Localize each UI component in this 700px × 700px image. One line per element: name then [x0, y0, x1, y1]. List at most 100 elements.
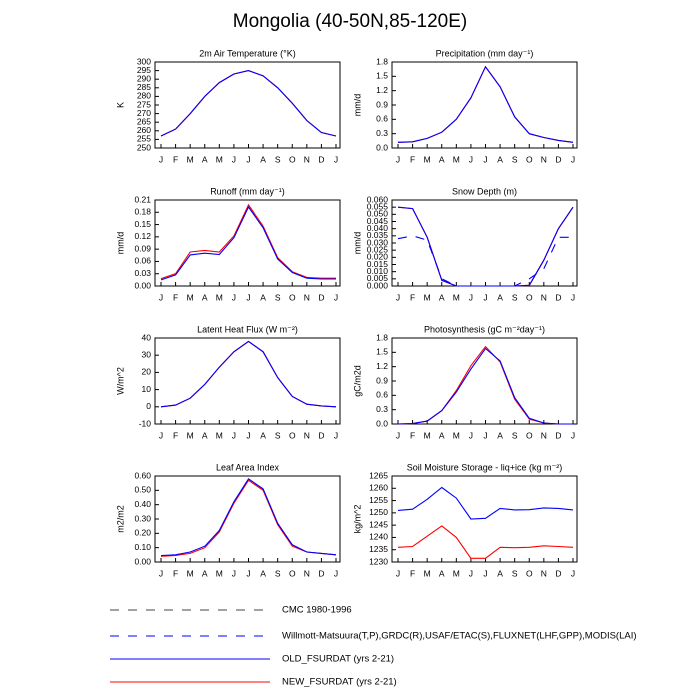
x-tick-label: S	[512, 292, 518, 302]
y-axis-label: W/m^2	[115, 367, 125, 395]
y-tick-label: 0.9	[376, 375, 388, 385]
y-tick-label: 0.40	[134, 499, 151, 509]
x-tick-label: J	[483, 154, 487, 164]
series-line	[160, 70, 337, 137]
x-tick-label: J	[246, 292, 250, 302]
y-tick-label: 40	[142, 332, 152, 342]
x-tick-label: M	[187, 430, 194, 440]
x-tick-label: N	[541, 568, 547, 578]
y-tick-label: 0.030	[367, 237, 389, 247]
y-tick-label: 0.060	[367, 194, 389, 204]
y-tick-label: 0.3	[376, 404, 388, 414]
y-tick-label: 0.9	[376, 99, 388, 109]
x-tick-label: M	[453, 292, 460, 302]
x-tick-label: S	[275, 292, 281, 302]
y-tick-label: 1.5	[376, 71, 388, 81]
plot-frame	[391, 61, 578, 149]
y-tick-label: 0.00	[134, 556, 151, 566]
y-tick-label: 0.045	[367, 216, 389, 226]
x-tick-label: J	[483, 430, 487, 440]
y-tick-label: 295	[137, 65, 151, 75]
x-tick-label: J	[246, 568, 250, 578]
x-tick-label: A	[202, 292, 208, 302]
y-tick-label: 1235	[369, 544, 388, 554]
x-tick-label: J	[469, 154, 473, 164]
x-tick-label: M	[187, 292, 194, 302]
y-tick-label: 1.5	[376, 347, 388, 357]
x-tick-label: A	[439, 568, 445, 578]
panel-title: Precipitation (mm day⁻¹)	[436, 48, 534, 58]
y-axis-label: mm/d	[115, 232, 125, 255]
x-tick-label: M	[453, 568, 460, 578]
y-tick-label: 0.21	[134, 194, 151, 204]
y-tick-label: 290	[137, 73, 151, 83]
x-tick-label: S	[275, 568, 281, 578]
y-tick-label: 0.0	[376, 418, 388, 428]
x-tick-label: F	[410, 292, 415, 302]
x-tick-label: M	[216, 292, 223, 302]
panel-title: Latent Heat Flux (W m⁻²)	[197, 324, 298, 334]
y-tick-label: 0.055	[367, 201, 389, 211]
x-tick-label: J	[246, 154, 250, 164]
series-line	[160, 205, 336, 281]
y-tick-label: 0.025	[367, 244, 389, 254]
x-tick-label: S	[512, 154, 518, 164]
y-tick-label: 300	[137, 56, 151, 66]
legend-label: OLD_FSURDAT (yrs 2-21)	[282, 654, 394, 665]
x-tick-label: N	[304, 568, 310, 578]
x-tick-label: A	[202, 568, 208, 578]
y-tick-label: -10	[139, 418, 152, 428]
x-tick-label: D	[555, 292, 561, 302]
y-tick-label: 0.10	[134, 542, 151, 552]
x-tick-label: A	[202, 154, 208, 164]
y-tick-label: 10	[142, 384, 152, 394]
x-tick-label: S	[512, 430, 518, 440]
x-tick-label: O	[526, 568, 533, 578]
panel-title: 2m Air Temperature (°K)	[199, 48, 295, 58]
x-tick-label: A	[439, 292, 445, 302]
y-tick-label: 1.8	[376, 332, 388, 342]
x-tick-label: F	[173, 568, 178, 578]
series-line	[397, 235, 573, 287]
x-tick-label: J	[469, 568, 473, 578]
x-tick-label: J	[469, 430, 473, 440]
y-axis-label: kg/m^2	[352, 505, 362, 534]
x-tick-label: N	[304, 154, 310, 164]
x-tick-label: D	[318, 154, 324, 164]
x-tick-label: J	[571, 154, 575, 164]
x-tick-label: N	[304, 292, 310, 302]
legend-label: NEW_FSURDAT (yrs 2-21)	[282, 677, 397, 688]
y-tick-label: 0.20	[134, 528, 151, 538]
x-tick-label: M	[216, 154, 223, 164]
x-tick-label: N	[541, 292, 547, 302]
y-tick-label: 0.0	[376, 142, 388, 152]
x-tick-label: A	[497, 292, 503, 302]
y-tick-label: 20	[142, 367, 152, 377]
x-tick-label: N	[541, 430, 547, 440]
x-tick-label: J	[571, 430, 575, 440]
x-tick-label: O	[289, 154, 296, 164]
x-tick-label: A	[497, 430, 503, 440]
y-tick-label: 0.040	[367, 223, 389, 233]
y-tick-label: 0.18	[134, 207, 151, 217]
figure-title: Mongolia (40-50N,85-120E)	[233, 11, 467, 32]
x-tick-label: S	[275, 154, 281, 164]
x-tick-label: M	[216, 568, 223, 578]
x-tick-label: J	[396, 154, 400, 164]
x-tick-label: M	[424, 430, 431, 440]
x-tick-label: J	[159, 430, 163, 440]
x-tick-label: J	[246, 430, 250, 440]
x-tick-label: J	[232, 568, 236, 578]
x-tick-label: O	[526, 430, 533, 440]
x-tick-label: J	[334, 292, 338, 302]
x-tick-label: M	[187, 154, 194, 164]
x-tick-label: A	[439, 430, 445, 440]
y-tick-label: 1.2	[376, 85, 388, 95]
series-line	[160, 340, 337, 408]
x-tick-label: F	[410, 568, 415, 578]
y-tick-label: 0.15	[134, 219, 151, 229]
y-tick-label: 0.000	[367, 280, 389, 290]
panel-title: Runoff (mm day⁻¹)	[210, 186, 285, 196]
series-line	[160, 478, 337, 557]
x-tick-label: A	[260, 430, 266, 440]
